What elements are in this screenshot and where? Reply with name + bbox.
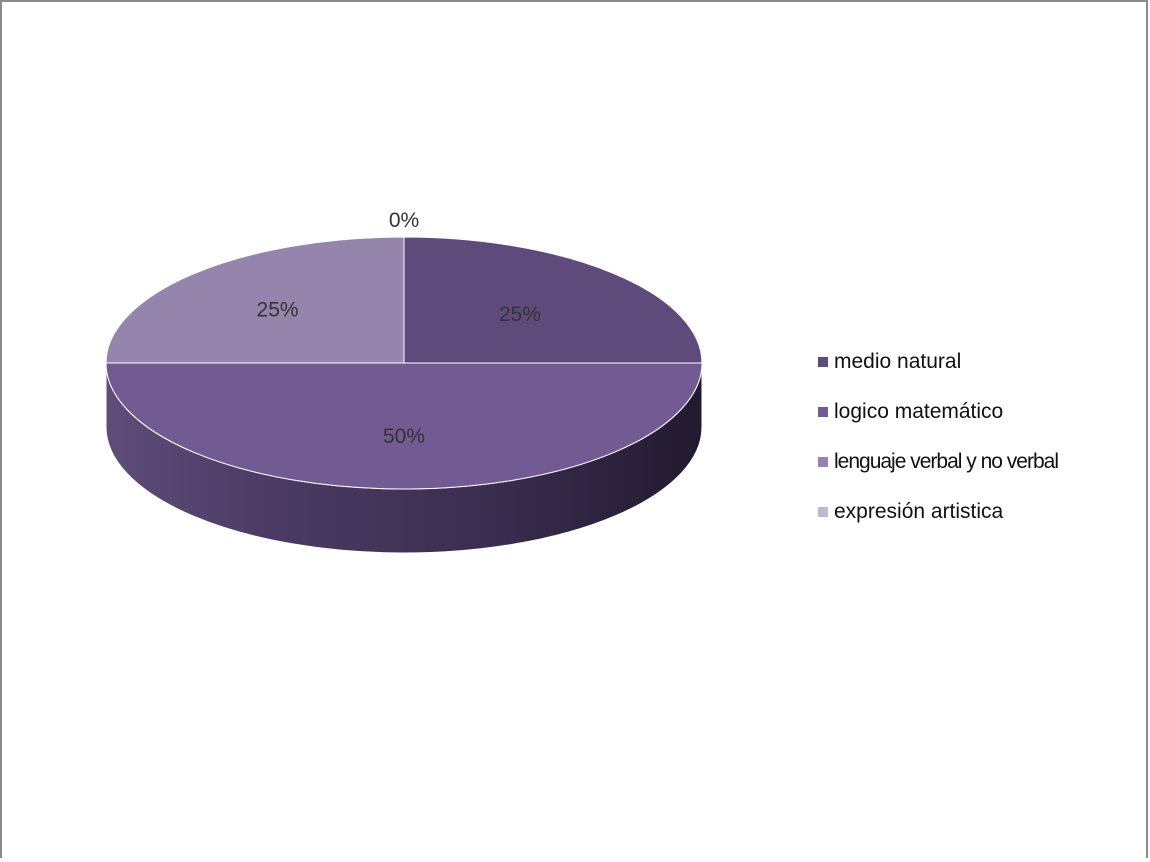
legend-swatch: [818, 356, 828, 367]
pie-top: [105, 236, 703, 490]
legend-swatch: [818, 406, 828, 417]
legend-label: logico matemático: [834, 399, 1004, 423]
legend-label: medio natural: [834, 349, 962, 373]
data-label-3: 0%: [389, 209, 419, 232]
data-label-1: 50%: [383, 425, 425, 448]
legend: medio natural logico matemático lenguaje…: [818, 343, 1059, 543]
legend-item-lenguaje-verbal: lenguaje verbal y no verbal: [818, 443, 1059, 480]
pie-slice-0: [403, 236, 703, 364]
pie-data-labels: 25% 50% 25% 0%: [257, 209, 541, 448]
legend-swatch: [818, 456, 828, 467]
pie-slice-1: [105, 362, 703, 490]
legend-label: expresión artistica: [834, 499, 1004, 523]
legend-swatch: [818, 506, 828, 517]
legend-item-expresion-artistica: expresión artistica: [818, 493, 1058, 530]
data-label-2: 25%: [257, 299, 299, 322]
legend-item-medio-natural: medio natural: [818, 343, 1058, 380]
legend-item-logico-matematico: logico matemático: [818, 393, 1058, 430]
data-label-0: 25%: [499, 303, 541, 326]
pie-slice-2: [105, 236, 405, 364]
legend-label: lenguaje verbal y no verbal: [834, 449, 1059, 473]
